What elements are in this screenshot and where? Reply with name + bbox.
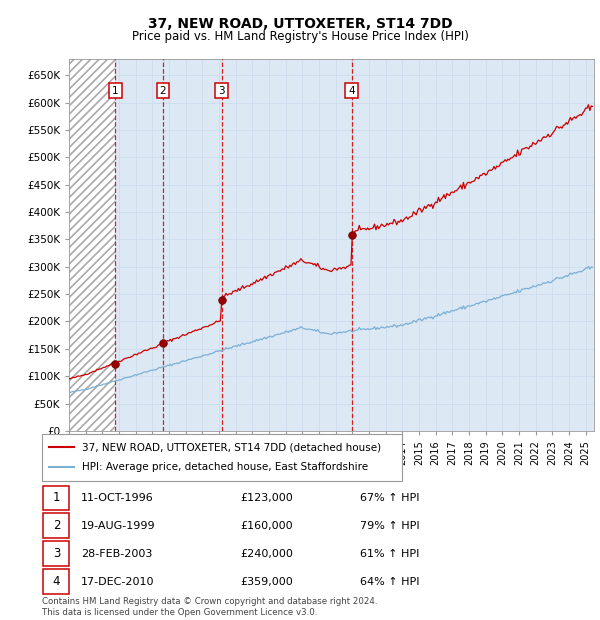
Text: HPI: Average price, detached house, East Staffordshire: HPI: Average price, detached house, East… <box>82 463 368 472</box>
Text: 3: 3 <box>218 86 225 95</box>
FancyBboxPatch shape <box>43 541 70 566</box>
Text: 64% ↑ HPI: 64% ↑ HPI <box>360 577 419 587</box>
Text: 4: 4 <box>349 86 355 95</box>
FancyBboxPatch shape <box>43 485 70 510</box>
FancyBboxPatch shape <box>42 434 402 481</box>
FancyBboxPatch shape <box>43 569 70 594</box>
Text: 61% ↑ HPI: 61% ↑ HPI <box>360 549 419 559</box>
Text: 28-FEB-2003: 28-FEB-2003 <box>81 549 152 559</box>
Text: £123,000: £123,000 <box>240 493 293 503</box>
Text: 4: 4 <box>53 575 60 588</box>
Text: 19-AUG-1999: 19-AUG-1999 <box>81 521 155 531</box>
Text: 2: 2 <box>53 520 60 532</box>
Text: 17-DEC-2010: 17-DEC-2010 <box>81 577 155 587</box>
Text: 3: 3 <box>53 547 60 560</box>
Text: 11-OCT-1996: 11-OCT-1996 <box>81 493 154 503</box>
Bar <box>115 59 594 431</box>
Text: 2: 2 <box>160 86 166 95</box>
Text: 37, NEW ROAD, UTTOXETER, ST14 7DD (detached house): 37, NEW ROAD, UTTOXETER, ST14 7DD (detac… <box>82 442 381 452</box>
Text: £359,000: £359,000 <box>240 577 293 587</box>
Text: £160,000: £160,000 <box>240 521 293 531</box>
FancyBboxPatch shape <box>43 513 70 538</box>
Text: 1: 1 <box>53 492 60 504</box>
Bar <box>69 59 115 431</box>
Text: 79% ↑ HPI: 79% ↑ HPI <box>360 521 419 531</box>
Bar <box>69 59 115 431</box>
Text: Price paid vs. HM Land Registry's House Price Index (HPI): Price paid vs. HM Land Registry's House … <box>131 30 469 43</box>
Text: £240,000: £240,000 <box>240 549 293 559</box>
Text: 1: 1 <box>112 86 119 95</box>
Text: 37, NEW ROAD, UTTOXETER, ST14 7DD: 37, NEW ROAD, UTTOXETER, ST14 7DD <box>148 17 452 32</box>
Text: Contains HM Land Registry data © Crown copyright and database right 2024.
This d: Contains HM Land Registry data © Crown c… <box>42 598 377 617</box>
Text: 67% ↑ HPI: 67% ↑ HPI <box>360 493 419 503</box>
